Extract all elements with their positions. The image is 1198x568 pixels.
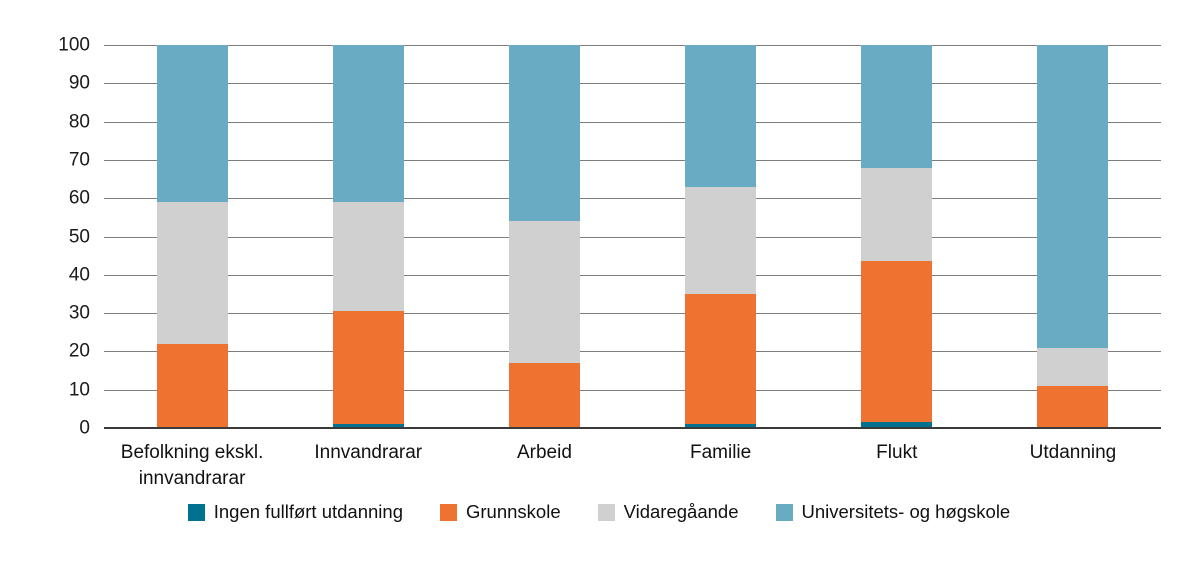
gridline (104, 236, 1161, 238)
bar-segment (861, 422, 933, 428)
category-label-text: Befolkning ekskl. innvandrarar (120, 442, 264, 489)
bar-column (508, 45, 580, 428)
legend-label: Grunnskole (466, 501, 561, 522)
bar-segment (861, 261, 933, 423)
category-label-text: Familie (689, 442, 752, 463)
gridline (104, 313, 1161, 315)
gridline (104, 274, 1161, 276)
y-tick-label: 30 (68, 302, 90, 324)
bar-slot (633, 45, 809, 428)
bar-column (332, 45, 404, 428)
category-label: Befolkning ekskl. innvandrarar (104, 440, 280, 491)
bar-column (156, 45, 228, 428)
legend-swatch-icon (187, 503, 205, 521)
legend-item: Ingen fullført utdanning (187, 501, 403, 522)
bar-segment (685, 424, 757, 428)
y-tick-label: 100 (58, 34, 90, 56)
bars-row (104, 45, 1161, 428)
category-label: Familie (633, 440, 809, 491)
bar-slot (985, 45, 1161, 428)
bar-segment (332, 45, 404, 203)
legend-swatch-icon (440, 503, 457, 521)
gridline (104, 198, 1161, 200)
y-tick-label: 80 (68, 111, 90, 133)
bar-segment (1037, 347, 1109, 386)
legend-swatch-icon (597, 503, 615, 521)
bar-segment (685, 186, 757, 294)
legend-item: Universitets- og høgskole (775, 501, 1011, 522)
y-tick-label: 0 (79, 417, 90, 439)
y-tick-label: 60 (68, 187, 90, 209)
bar-column (861, 45, 933, 428)
legend: Ingen fullført utdanning Grunnskole Vidare… (0, 501, 1198, 522)
x-axis-labels: Befolkning ekskl. innvandrarar Innvandrar… (104, 440, 1161, 491)
gridline (104, 159, 1161, 161)
gridline (104, 389, 1161, 391)
y-tick-label: 40 (68, 264, 90, 286)
y-tick-label: 90 (68, 72, 90, 94)
bar-segment (508, 45, 580, 222)
bar-segment (685, 45, 757, 187)
legend-label: Universitets- og høgskole (801, 501, 1011, 522)
bar-segment (1037, 385, 1109, 428)
category-label: Arbeid (456, 440, 632, 491)
gridline (104, 121, 1161, 123)
plot-area: 0 10 20 30 40 50 60 70 80 90 100 (58, 36, 1161, 438)
category-label-text: Innvandrarar (314, 442, 423, 463)
legend-item: Vidaregåande (597, 501, 739, 522)
category-label: Flukt (809, 440, 985, 491)
legend-swatch-icon (775, 503, 793, 521)
bar-column (685, 45, 757, 428)
category-label-text: Arbeid (516, 442, 572, 463)
bar-segment (861, 45, 933, 168)
bar-segment (332, 202, 404, 312)
bar-segment (332, 311, 404, 425)
legend-label: Ingen fullført utdanning (213, 501, 403, 522)
bar-segment (508, 221, 580, 363)
bar-slot (280, 45, 456, 428)
bar-segment (1037, 45, 1109, 348)
bar-segment (156, 343, 228, 428)
category-label: Utdanning (985, 440, 1161, 491)
category-label-text: Utdanning (1029, 442, 1117, 463)
bar-segment (508, 362, 580, 428)
legend-item: Grunnskole (440, 501, 561, 522)
y-tick-label: 20 (68, 340, 90, 362)
bar-slot (104, 45, 280, 428)
bar-segment (685, 293, 757, 425)
bar-segment (861, 167, 933, 262)
bar-segment (156, 45, 228, 203)
y-tick-label: 10 (68, 379, 90, 401)
gridline (104, 83, 1161, 85)
bar-slot (809, 45, 985, 428)
y-tick-label: 50 (68, 226, 90, 247)
bar-segment (156, 202, 228, 344)
y-tick-label: 70 (68, 149, 90, 171)
x-axis-line (104, 427, 1161, 429)
gridline (104, 45, 1161, 46)
bar-segment (332, 424, 404, 428)
category-label-text: Flukt (876, 442, 918, 463)
bar-column (1037, 45, 1109, 428)
gridline (104, 351, 1161, 353)
legend-label: Vidaregåande (623, 501, 739, 522)
category-label: Innvandrarar (280, 440, 456, 491)
bar-slot (456, 45, 632, 428)
